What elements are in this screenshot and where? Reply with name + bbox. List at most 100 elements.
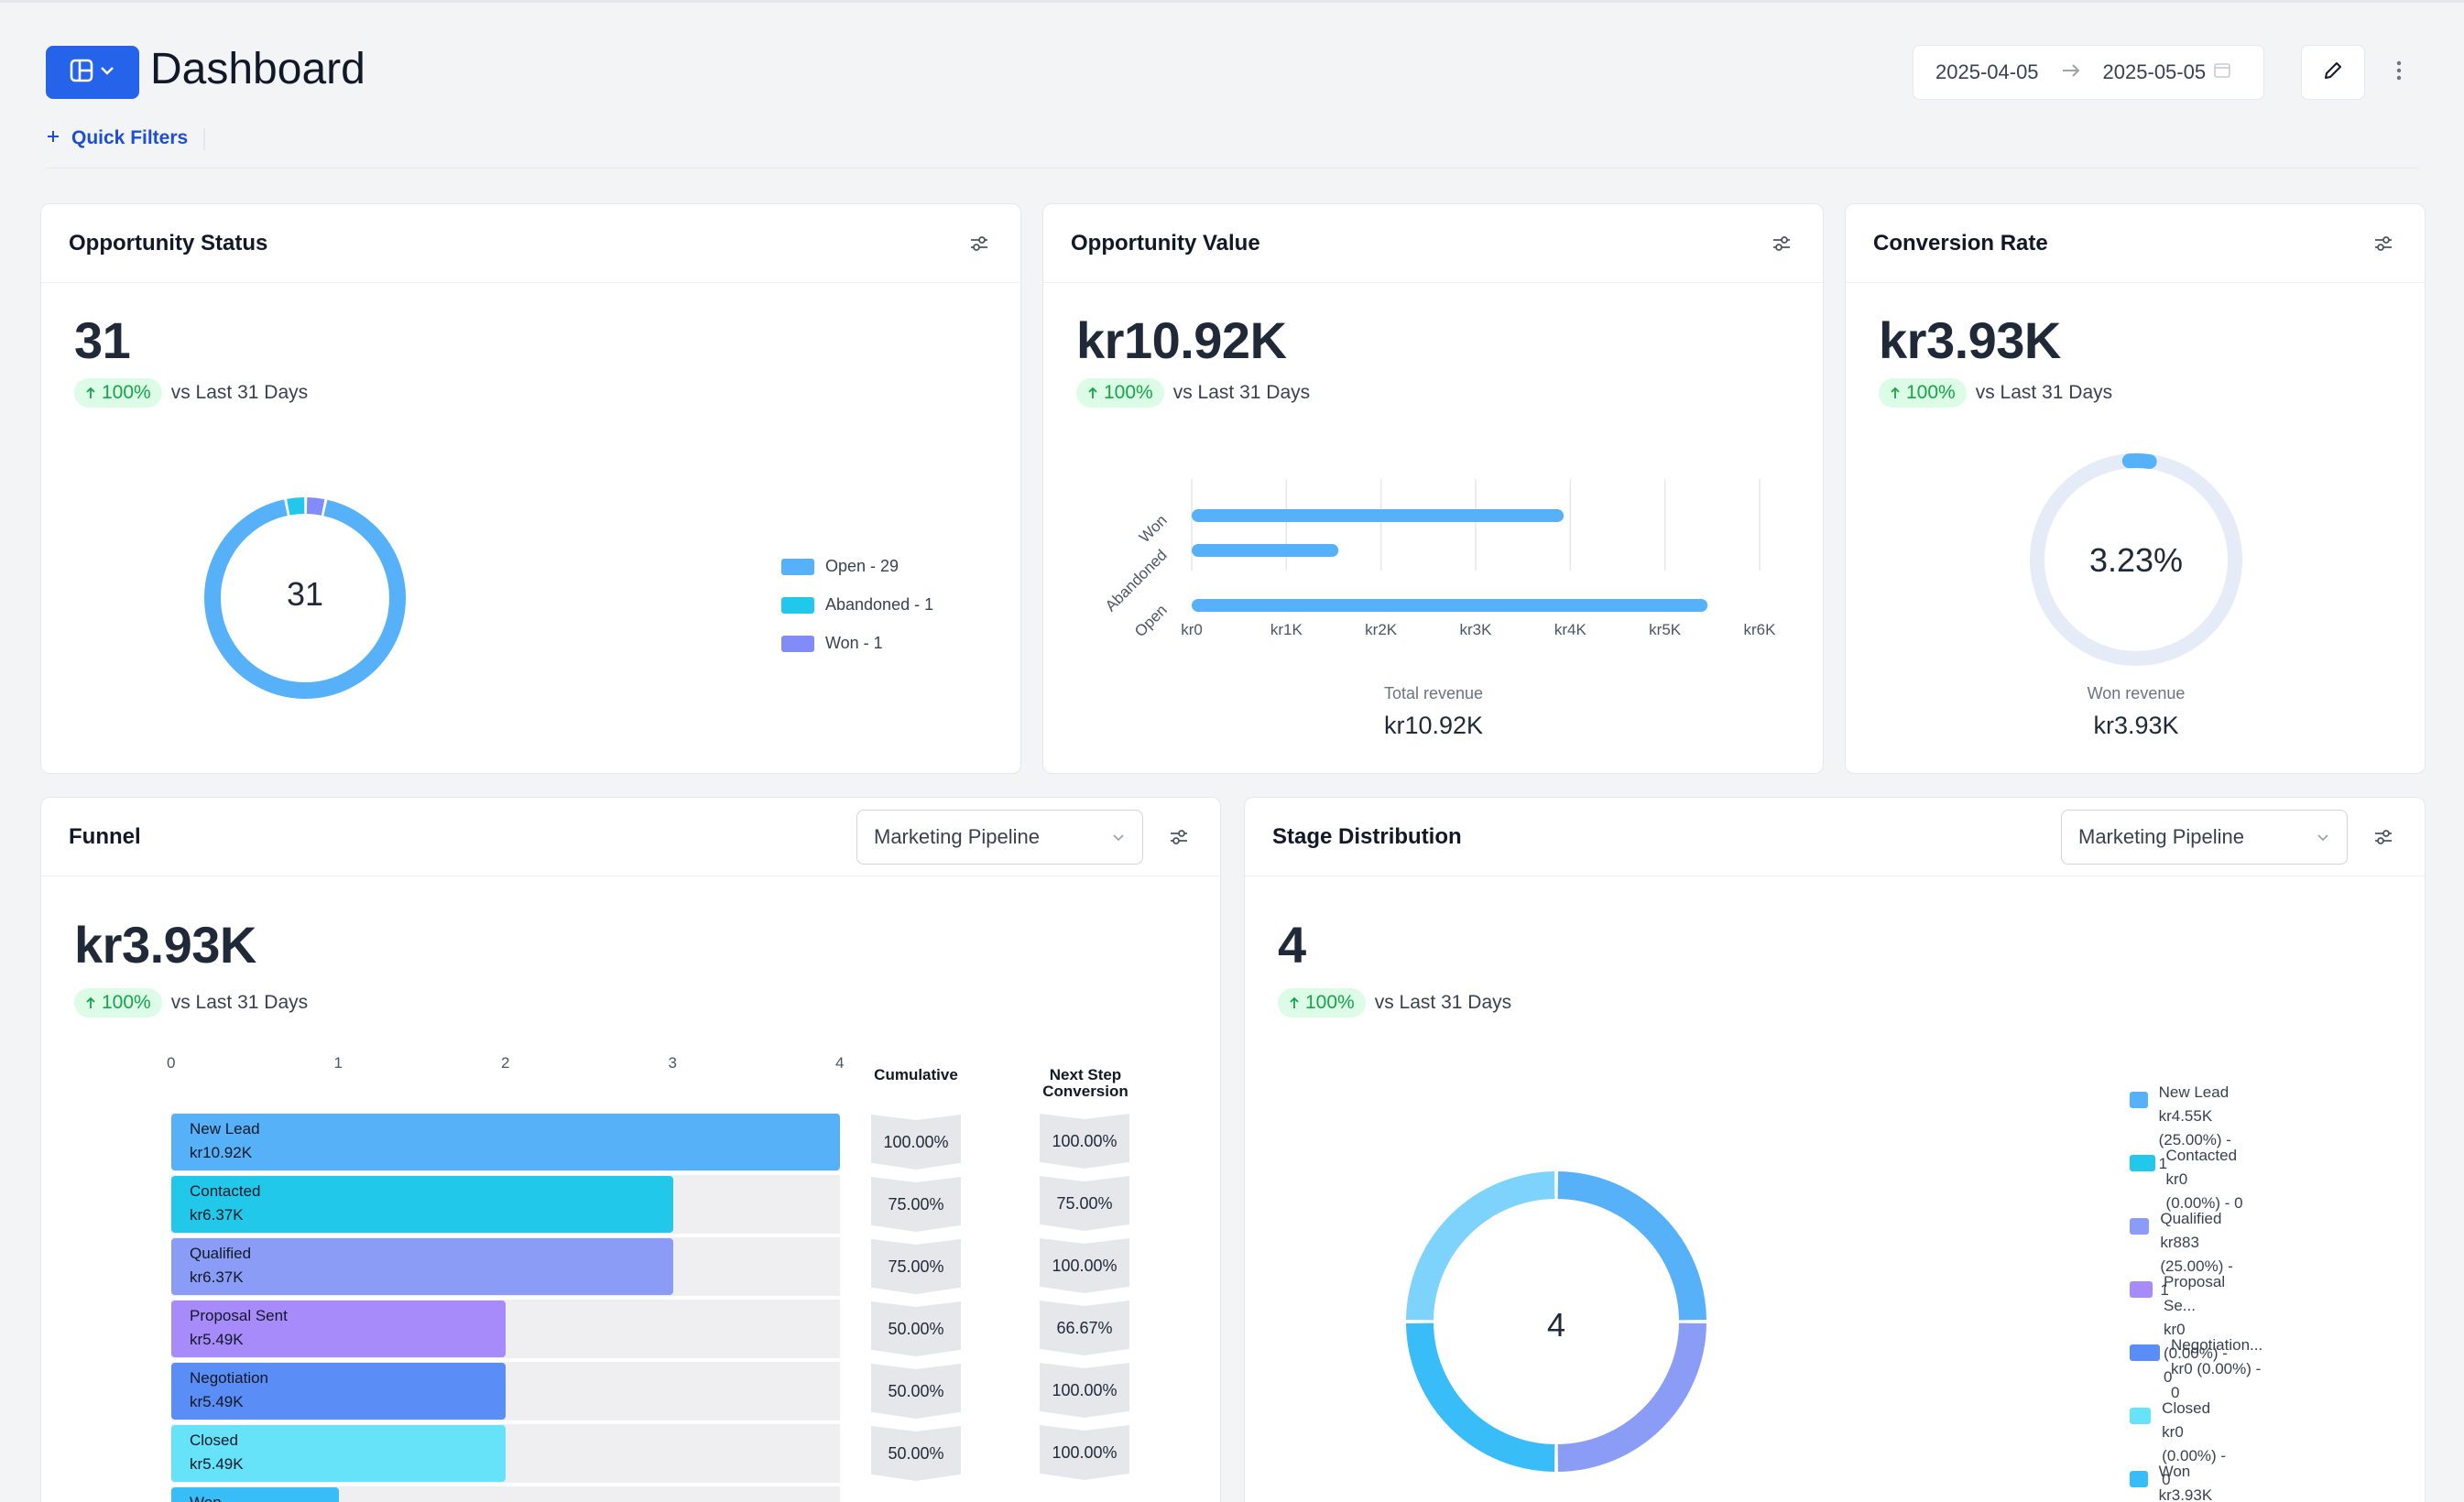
funnel-bar[interactable]: Negotiation kr5.49K (171, 1363, 506, 1420)
legend-stage-detail: kr0 (0.00%) - 0 (2171, 1360, 2262, 1401)
metric-value: kr3.93K (1879, 311, 2061, 369)
donut-segment-closed[interactable] (1406, 1171, 1555, 1321)
donut-segment-new lead[interactable] (1557, 1171, 1706, 1321)
legend-item[interactable]: New Lead kr4.55K (25.00%) - 1 (2130, 1081, 2237, 1176)
pipeline-select-value: Marketing Pipeline (2078, 824, 2244, 848)
metric-value: 31 (74, 311, 131, 369)
change-badge: 100% (74, 988, 162, 1018)
card-settings-button[interactable] (2370, 230, 2397, 257)
donut-segment-abandoned[interactable] (287, 497, 305, 516)
funnel-stage-name: Closed (190, 1431, 238, 1449)
legend-stage-name: Closed (2162, 1399, 2211, 1417)
donut-segment-qualified[interactable] (1557, 1322, 1706, 1472)
donut-segment-open[interactable] (204, 499, 406, 699)
metric-trend: 100% vs Last 31 Days (1076, 378, 1310, 408)
y-tick-label: Won (1136, 511, 1171, 546)
funnel-stage-amount: kr10.92K (190, 1144, 253, 1161)
metric-trend: 100% vs Last 31 Days (1879, 378, 2112, 408)
card-settings-button[interactable] (1768, 230, 1795, 257)
card-settings-button[interactable] (1165, 823, 1193, 851)
donut-segment-won[interactable] (1406, 1322, 1555, 1472)
legend-item[interactable]: Abandoned - 1 (781, 595, 933, 615)
donut-segment-won[interactable] (306, 497, 325, 516)
legend-item[interactable]: Negotiation... kr0 (0.00%) - 0 (2130, 1333, 2265, 1405)
legend-stage-detail: kr883 (25.00%) - 1 (2160, 1234, 2233, 1299)
stage-distribution-card: Stage Distribution Marketing Pipeline 4 … (1244, 797, 2426, 1502)
change-value: 100% (1305, 992, 1355, 1013)
legend-stage-name: Won (2158, 1463, 2191, 1480)
next-step-percent: 75.00% (1040, 1176, 1129, 1231)
top-border (0, 0, 2464, 3)
cumulative-percent: 75.00% (871, 1177, 961, 1232)
change-value: 100% (102, 382, 151, 403)
legend-label: Won - 1 (825, 634, 883, 652)
pipeline-select[interactable]: Marketing Pipeline (2061, 809, 2348, 865)
sliders-icon (2375, 829, 2392, 844)
y-tick-label: Open (1131, 601, 1171, 640)
arrow-up-icon (86, 996, 95, 1008)
legend-swatch (2130, 1471, 2148, 1487)
next-step-percent: 100.00% (1040, 1363, 1129, 1418)
date-start[interactable]: 2025-04-05 (1935, 60, 2039, 83)
bar-won[interactable] (1192, 509, 1565, 522)
card-settings-button[interactable] (965, 230, 993, 257)
plus-icon (46, 127, 60, 149)
legend-text: Qualified kr883 (25.00%) - 1 (2160, 1207, 2237, 1302)
total-revenue-value: kr10.92K (1383, 712, 1484, 739)
opportunity-status-card: Opportunity Status 31 100% vs Last 31 Da… (40, 203, 1021, 774)
conversion-rate-card: Conversion Rate kr3.93K 100% vs Last 31 … (1845, 203, 2426, 774)
legend-swatch (2130, 1344, 2161, 1361)
metric-value: kr10.92K (1076, 311, 1287, 369)
funnel-bar[interactable]: Proposal Sent kr5.49K (171, 1301, 506, 1357)
legend-item[interactable]: Contacted kr0 (0.00%) - 0 (2130, 1144, 2245, 1215)
legend-stage-detail: kr4.55K (25.00%) - 1 (2158, 1107, 2231, 1172)
legend-item[interactable]: Closed kr0 (0.00%) - 0 (2130, 1397, 2229, 1492)
donut-center-value: 31 (286, 575, 324, 613)
change-badge: 100% (1278, 988, 1366, 1018)
card-header: Stage Distribution Marketing Pipeline (1245, 798, 2425, 876)
card-header: Funnel Marketing Pipeline (41, 798, 1220, 876)
date-end[interactable]: 2025-05-05 (2102, 60, 2207, 83)
date-range-picker[interactable]: 2025-04-05 2025-05-05 (1913, 45, 2264, 100)
funnel-bar[interactable]: Won (171, 1487, 339, 1502)
x-tick-label: kr5K (1649, 621, 1682, 638)
cumulative-percent: 50.00% (871, 1301, 961, 1356)
legend-item[interactable]: Won - 1 (781, 634, 883, 653)
funnel-bar[interactable]: Closed kr5.49K (171, 1425, 506, 1482)
legend-item[interactable]: Open - 29 (781, 557, 899, 576)
legend-item[interactable]: Won kr3.93K (25.00%) - 1 (2130, 1460, 2237, 1502)
more-options-button[interactable] (2385, 57, 2413, 88)
metric-trend: 100% vs Last 31 Days (74, 378, 308, 408)
funnel-card: Funnel Marketing Pipeline kr3.93K 100% v… (40, 797, 1221, 1502)
funnel-bar[interactable]: New Lead kr10.92K (171, 1114, 840, 1170)
legend-item[interactable]: Proposal Se... kr0 (0.00%) - 0 (2130, 1270, 2235, 1389)
legend-item[interactable]: Qualified kr883 (25.00%) - 1 (2130, 1207, 2237, 1302)
legend-swatch (2130, 1155, 2155, 1171)
funnel-stage-amount: kr6.37K (190, 1206, 244, 1224)
pipeline-select[interactable]: Marketing Pipeline (856, 809, 1143, 865)
layout-switcher-button[interactable] (46, 46, 139, 99)
x-tick-label: kr0 (1181, 621, 1203, 638)
bar-abandoned[interactable] (1192, 544, 1339, 557)
change-value: 100% (1906, 382, 1956, 403)
next-step-percent: 100.00% (1040, 1425, 1129, 1480)
funnel-stage-name: Qualified (190, 1245, 252, 1262)
arrow-up-icon (86, 386, 95, 398)
funnel-bar[interactable]: Contacted kr6.37K (171, 1176, 673, 1233)
card-header: Opportunity Value (1043, 204, 1823, 283)
card-settings-button[interactable] (2370, 823, 2397, 851)
legend-text: Closed kr0 (0.00%) - 0 (2162, 1397, 2228, 1492)
change-badge: 100% (74, 378, 162, 408)
card-header-controls: Marketing Pipeline (2061, 809, 2397, 865)
comparison-label: vs Last 31 Days (1975, 382, 2113, 403)
change-badge: 100% (1879, 378, 1967, 408)
edit-dashboard-button[interactable] (2301, 45, 2365, 100)
funnel-bar[interactable]: Qualified kr6.37K (171, 1238, 673, 1295)
next-step-header: Next Step Conversion (1030, 1067, 1140, 1100)
x-tick-label: kr6K (1744, 621, 1777, 638)
legend-text: Proposal Se... kr0 (0.00%) - 0 (2164, 1270, 2235, 1389)
bar-open[interactable] (1192, 599, 1708, 612)
funnel-stage-name: Negotiation (190, 1369, 269, 1387)
quick-filters-button[interactable]: Quick Filters (46, 125, 188, 152)
